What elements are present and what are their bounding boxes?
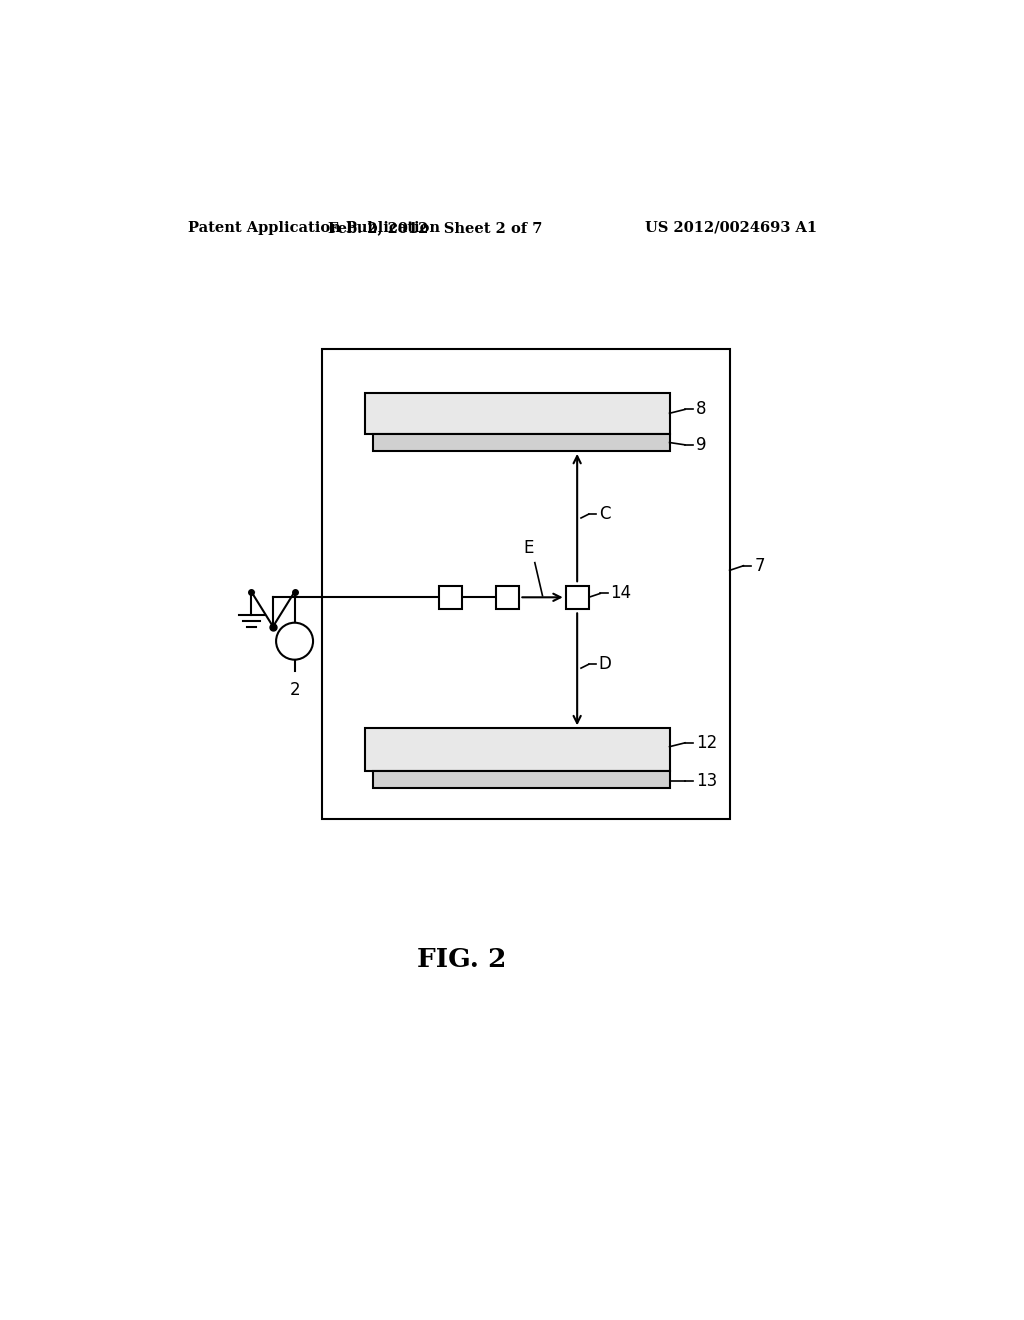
Bar bbox=[497, 586, 519, 609]
Bar bbox=[322, 350, 730, 818]
Text: FIG. 2: FIG. 2 bbox=[417, 946, 506, 972]
Text: 9: 9 bbox=[695, 436, 707, 454]
Text: 8: 8 bbox=[695, 400, 707, 418]
Bar bbox=[373, 434, 670, 451]
Text: 12: 12 bbox=[695, 734, 717, 752]
Text: 7: 7 bbox=[755, 557, 765, 574]
Text: D: D bbox=[599, 655, 611, 673]
Text: US 2012/0024693 A1: US 2012/0024693 A1 bbox=[645, 220, 817, 235]
Text: 14: 14 bbox=[610, 585, 632, 602]
Circle shape bbox=[276, 623, 313, 660]
Text: Feb. 2, 2012   Sheet 2 of 7: Feb. 2, 2012 Sheet 2 of 7 bbox=[328, 220, 542, 235]
Text: Patent Application Publication: Patent Application Publication bbox=[188, 220, 440, 235]
Bar bbox=[366, 393, 670, 434]
Text: 13: 13 bbox=[695, 772, 717, 791]
Bar bbox=[565, 586, 589, 609]
Bar bbox=[366, 729, 670, 771]
Bar bbox=[438, 586, 462, 609]
Bar bbox=[373, 771, 670, 788]
Text: E: E bbox=[523, 540, 534, 557]
Text: C: C bbox=[599, 506, 610, 523]
Text: 2: 2 bbox=[289, 681, 300, 700]
